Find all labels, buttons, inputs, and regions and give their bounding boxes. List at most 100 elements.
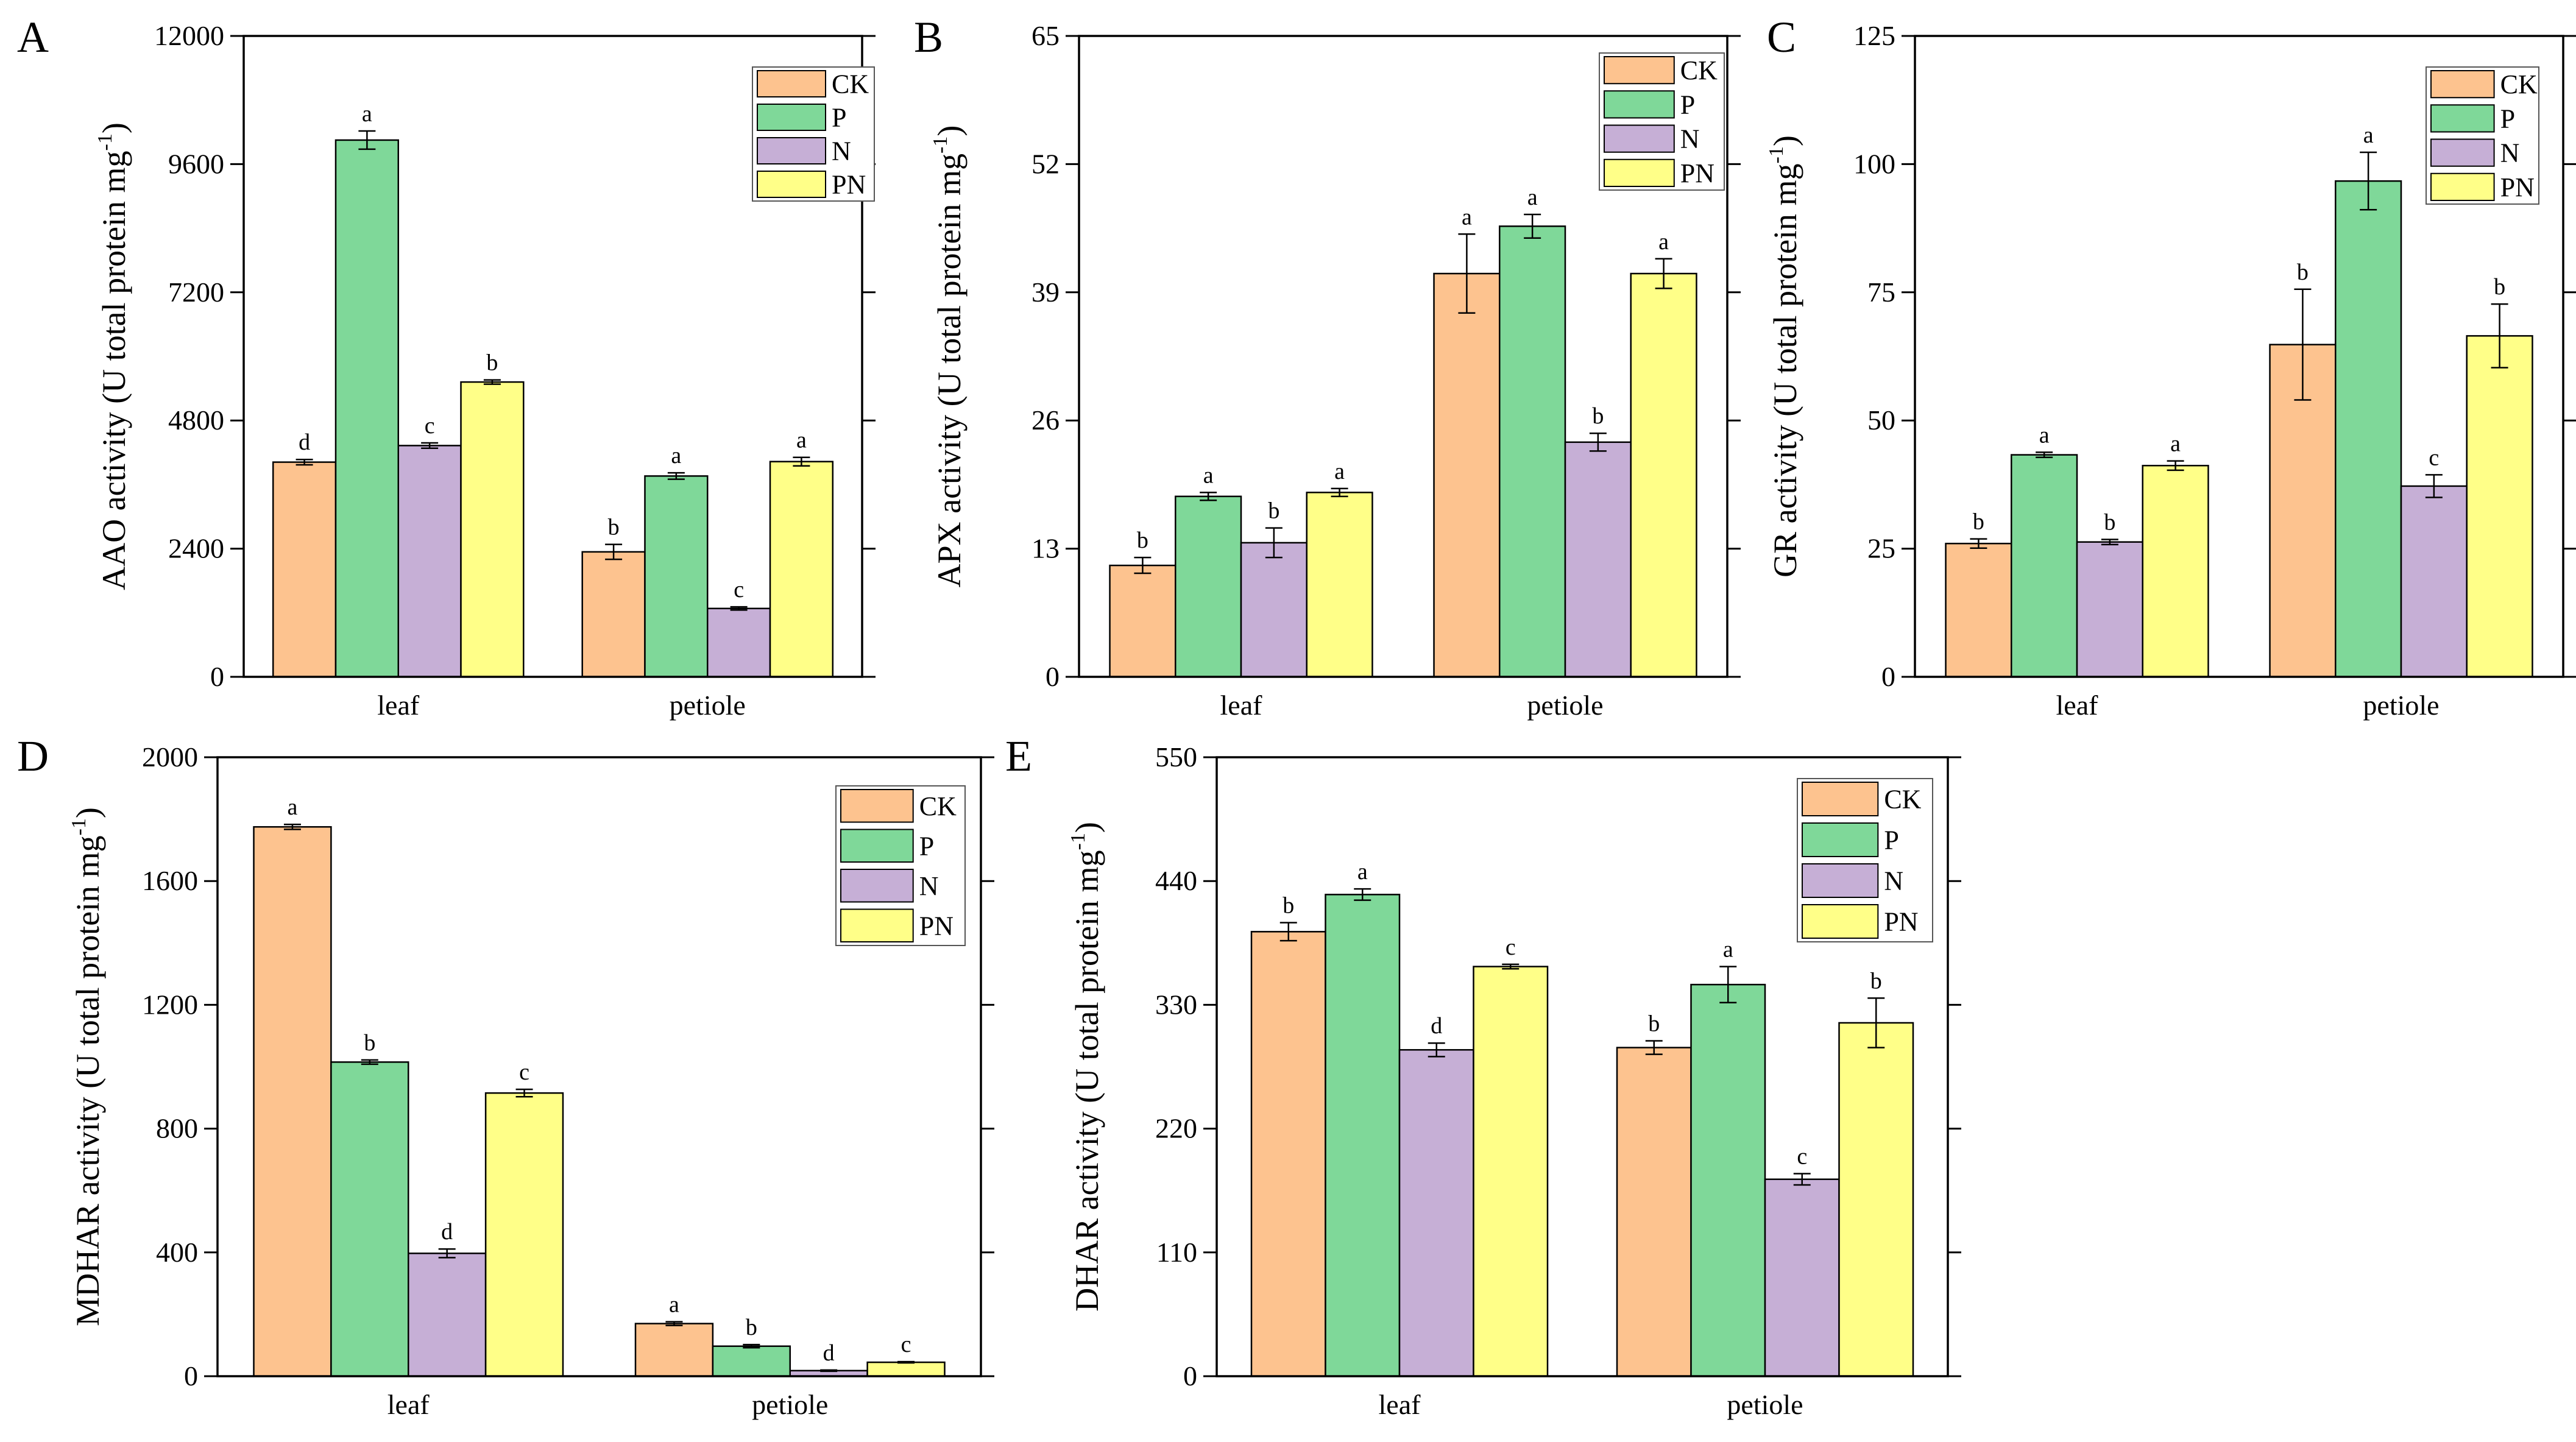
significance-letter: a — [2363, 122, 2374, 148]
bar-PN-leaf — [484, 1092, 564, 1377]
legend-label: CK — [832, 69, 869, 99]
bar-P-leaf — [330, 1061, 409, 1377]
legend-swatch-P — [1802, 822, 1879, 857]
significance-letter: b — [1137, 528, 1148, 553]
y-tick-label: 50 — [1867, 405, 1895, 436]
bar-CK-leaf — [1109, 564, 1177, 678]
significance-letter: a — [1527, 185, 1538, 210]
bar-PN-petiole — [769, 461, 834, 678]
plot-frame — [1215, 756, 1949, 1377]
panel-letter: A — [17, 13, 49, 62]
y-tick-label: 52 — [1031, 148, 1060, 179]
legend-swatch-CK — [1802, 782, 1879, 816]
bar-P-petiole — [1499, 225, 1566, 678]
x-category-label: petiole — [670, 690, 746, 721]
y-tick-label: 1200 — [142, 989, 198, 1020]
significance-letter: d — [441, 1219, 453, 1245]
legend-label: PN — [919, 911, 954, 941]
legend-swatch-P — [2430, 104, 2495, 133]
y-tick-label: 400 — [156, 1237, 198, 1268]
significance-letter: c — [1506, 935, 1516, 960]
legend-label: N — [1884, 866, 1903, 896]
legend-swatch-CK — [840, 789, 914, 823]
legend-label: P — [2500, 104, 2515, 133]
significance-letter: b — [2494, 274, 2505, 300]
bar-P-leaf — [2011, 454, 2078, 678]
significance-letter: a — [1357, 859, 1368, 885]
significance-letter: a — [1723, 937, 1733, 963]
significance-letter: a — [1658, 229, 1669, 255]
significance-letter: d — [1431, 1013, 1442, 1039]
legend-label: N — [1680, 124, 1700, 154]
panel-E: E DHAR activity (U total protein mg-1) 0 11… — [1005, 732, 1961, 1420]
legend: CK PN PN — [752, 66, 875, 202]
x-category-label: leaf — [1379, 1389, 1421, 1420]
legend-swatch-PN — [1802, 904, 1879, 939]
y-tick-label: 7200 — [168, 277, 224, 308]
bar-PN-petiole — [1630, 272, 1697, 678]
panel-B: B APX activity (U total protein mg-1) 0 13 2… — [914, 13, 1741, 721]
bar-N-petiole — [1564, 441, 1632, 678]
plot-frame — [242, 35, 863, 678]
panel-letter: C — [1767, 13, 1796, 62]
y-axis-title: APX activity (U total protein mg-1) — [929, 125, 968, 588]
legend-label: CK — [1680, 55, 1718, 85]
significance-letter: d — [823, 1340, 835, 1366]
legend-swatch-N — [757, 137, 826, 164]
x-category-label: petiole — [2363, 690, 2439, 721]
significance-letter: b — [364, 1030, 375, 1056]
bar-N-leaf — [408, 1253, 487, 1377]
bar-N-petiole — [2400, 485, 2468, 678]
legend: CK PN PN — [1797, 778, 1933, 942]
x-category-label: leaf — [387, 1389, 430, 1420]
bar-CK-leaf — [253, 826, 332, 1377]
legend-swatch-N — [1802, 863, 1879, 898]
bar-N-leaf — [397, 445, 462, 678]
legend-label: PN — [1884, 907, 1918, 937]
legend-swatch-N — [840, 869, 914, 903]
bar-P-petiole — [712, 1345, 791, 1377]
bar-P-leaf — [1175, 495, 1242, 678]
bar-N-leaf — [1398, 1049, 1474, 1377]
bar-P-petiole — [644, 475, 709, 678]
bar-N-leaf — [2076, 541, 2143, 678]
y-tick-label: 75 — [1867, 277, 1895, 308]
significance-letter: a — [1203, 462, 1214, 488]
legend-label: PN — [1680, 158, 1714, 188]
plot-frame — [1914, 35, 2564, 678]
y-tick-label: 100 — [1853, 148, 1895, 179]
y-tick-label: 0 — [1183, 1360, 1197, 1391]
significance-letter: d — [299, 429, 310, 455]
significance-letter: a — [362, 101, 372, 127]
bar-CK-leaf — [1945, 542, 2012, 678]
y-tick-label: 1600 — [142, 865, 198, 896]
legend-swatch-N — [2430, 138, 2495, 167]
legend-swatch-PN — [2430, 172, 2495, 201]
legend-swatch-P — [1604, 90, 1675, 119]
significance-letter: c — [425, 413, 435, 439]
significance-letter: b — [2297, 260, 2309, 285]
y-tick-label: 0 — [210, 661, 224, 692]
legend-label: P — [832, 103, 846, 133]
legend-swatch-P — [757, 104, 826, 131]
significance-letter: a — [669, 1292, 679, 1318]
bar-CK-petiole — [581, 551, 646, 678]
legend-label: CK — [2500, 69, 2538, 99]
bar-CK-petiole — [1616, 1047, 1692, 1377]
significance-letter: a — [671, 443, 681, 468]
panel-D: D MDHAR activity (U total protein mg-1) 0 4… — [17, 732, 994, 1420]
bar-CK-petiole — [634, 1323, 714, 1377]
x-category-label: petiole — [1527, 690, 1603, 721]
x-category-label: petiole — [1727, 1389, 1803, 1420]
significance-letter: b — [2104, 509, 2115, 535]
bar-CK-petiole — [1433, 272, 1501, 678]
significance-letter: b — [1648, 1011, 1660, 1037]
significance-letter: b — [1973, 509, 1984, 535]
significance-letter: c — [901, 1332, 911, 1357]
significance-letter: c — [1797, 1143, 1807, 1169]
y-axis-title: MDHAR activity (U total protein mg-1) — [68, 807, 106, 1326]
bar-P-petiole — [1690, 983, 1766, 1377]
legend-label: N — [832, 136, 851, 166]
legend-label: PN — [832, 170, 866, 200]
panel-letter: B — [914, 13, 943, 62]
